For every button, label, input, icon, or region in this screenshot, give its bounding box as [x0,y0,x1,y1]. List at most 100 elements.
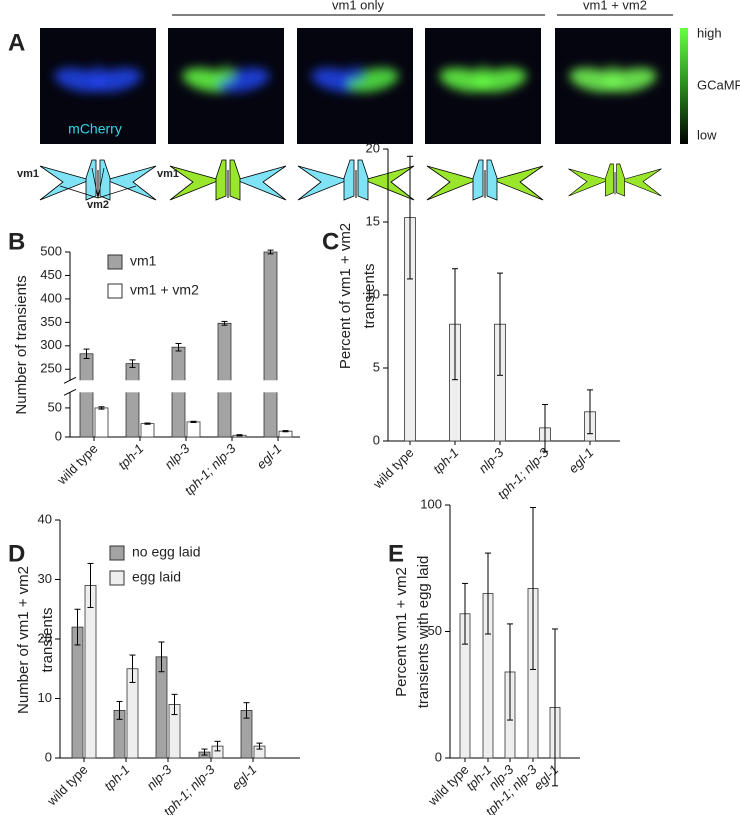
bar [94,407,109,438]
error-bar [462,582,468,645]
y-tick-label: 40 [38,511,52,526]
y-tick-label: 400 [40,290,62,305]
image-signal [439,66,527,93]
legend-swatch [107,283,123,299]
error-bar [243,702,250,719]
schematic-wing [297,165,350,201]
signal-blob [603,66,623,82]
legend-label: egg laid [132,569,181,585]
error-bar [282,430,289,433]
error-bar [407,155,413,280]
schematic-wing [620,168,662,197]
schematic-wing [104,165,157,201]
x-tick-label: nlp-3 [475,444,507,476]
schematic-wing [234,165,287,201]
pointer [59,185,99,199]
error-bar [74,608,81,646]
y-axis-label: Percent of vm1 + vm2 [337,223,354,369]
error-bar [158,641,165,673]
error-bar [542,404,548,452]
axis-break-mark [63,376,77,384]
legend-label: vm1 [130,253,157,269]
colorbar-label: GCaMP [697,77,740,92]
y-tick-label: 15 [366,213,380,228]
legend-label: vm1 + vm2 [130,282,199,298]
y-axis-label: Number of transients [13,275,30,414]
y-axis-label: Percent vm1 + vm2 [393,567,410,697]
bar [263,251,278,438]
legend-swatch [109,545,125,561]
x-tick-label: egl-1 [228,762,259,793]
schematic-body [472,159,498,201]
legend-swatch [109,570,125,586]
bar [125,363,140,438]
image-label: mCherry [68,121,122,137]
panel-label: A [8,29,25,56]
error-bar [98,406,105,410]
x-tick-label: wild type [43,762,90,809]
schematic-wing [426,165,479,201]
x-tick-label: tph-1; nlp-3 [181,440,239,498]
schematic-wing [491,165,544,201]
axis-break-mark [63,388,77,396]
bar [140,423,155,438]
bar [217,322,232,438]
schematic [39,159,157,201]
bar [84,585,97,759]
y-tick-label: 20 [38,630,52,645]
y-tick-label: 450 [40,267,62,282]
signal-blob [216,66,236,82]
legend-swatch [107,254,123,270]
schematic-label: vm1 [157,168,179,180]
x-tick-label: wild type [369,445,416,492]
image-signal [182,66,270,93]
y-axis-label: Number of vm1 + vm2 [15,566,32,714]
y-tick-label: 350 [40,314,62,329]
schematic [297,159,415,201]
y-tick-label: 500 [40,243,62,258]
schematic-label: vm1 [17,168,39,180]
image-signal [311,66,399,93]
legend-label: no egg laid [132,544,201,560]
error-bar [236,434,243,437]
y-tick-label: 100 [420,496,442,511]
error-bar [83,348,90,359]
y-axis-label: transients with egg laid [415,556,432,709]
y-tick-label: 50 [428,623,442,638]
y-tick-label: 300 [40,337,62,352]
x-tick-label: egl-1 [253,441,284,472]
panel-label: E [388,540,404,567]
x-tick-label: egl-1 [530,762,561,793]
error-bar [144,422,151,425]
colorbar-label: low [697,127,717,142]
y-tick-label: 0 [435,749,442,764]
error-bar [129,359,136,368]
schematic-wing [362,165,415,201]
schematic-label: vm2 [87,199,109,211]
y-tick-label: 0 [45,749,52,764]
error-bar [452,268,458,381]
x-tick-label: tph-1 [115,441,147,473]
bar [186,421,201,438]
error-bar [116,700,123,720]
y-axis-label: transients [39,607,56,672]
schematic-wing [39,165,92,201]
image-signal [54,66,142,93]
schematic [426,159,544,201]
schematic-body [343,159,369,201]
error-bar [530,507,536,670]
schematic [169,159,287,201]
error-bar [485,552,491,635]
x-tick-label: egl-1 [565,445,596,476]
y-tick-label: 250 [40,361,62,376]
y-tick-label: 10 [366,286,380,301]
error-bar [507,623,513,721]
y-tick-label: 20 [366,140,380,155]
x-tick-label: wild type [53,441,100,488]
schematic-body [85,159,111,201]
error-bar [190,420,197,423]
y-tick-label: 30 [38,571,52,586]
x-tick-label: nlp-3 [161,440,193,472]
bar [79,353,94,438]
schematic-wing [169,165,222,201]
